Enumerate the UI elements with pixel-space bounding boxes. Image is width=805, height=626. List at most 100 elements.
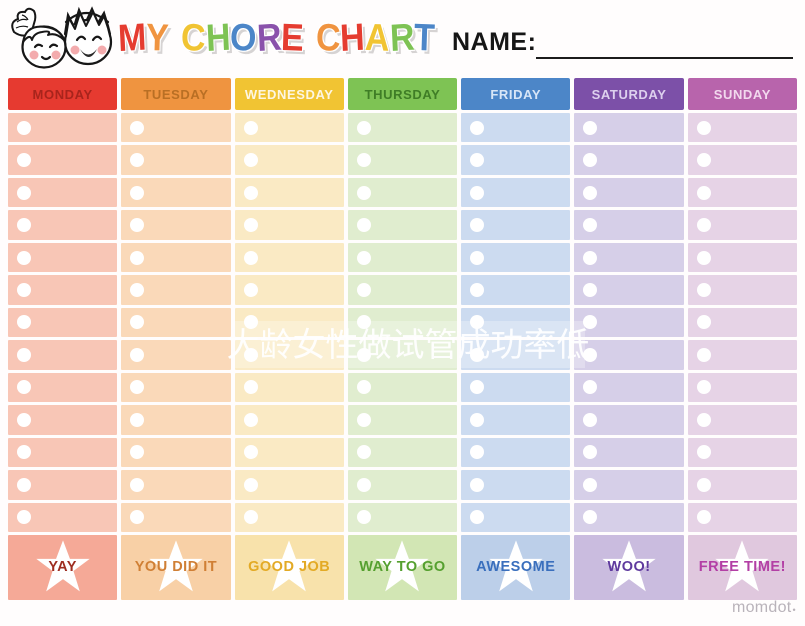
chore-checkbox-circle[interactable]	[243, 445, 258, 460]
chore-checkbox-circle[interactable]	[243, 283, 258, 298]
chore-checkbox-circle[interactable]	[470, 412, 485, 427]
chore-checkbox-circle[interactable]	[583, 218, 598, 233]
chore-checkbox-circle[interactable]	[470, 510, 485, 525]
chore-checkbox-circle[interactable]	[130, 347, 145, 362]
chore-checkbox-circle[interactable]	[356, 283, 371, 298]
chore-checkbox-circle[interactable]	[356, 445, 371, 460]
chore-checkbox-circle[interactable]	[583, 510, 598, 525]
chore-checkbox-circle[interactable]	[470, 185, 485, 200]
chore-checkbox-circle[interactable]	[130, 283, 145, 298]
chore-checkbox-circle[interactable]	[17, 380, 31, 395]
chore-checkbox-circle[interactable]	[696, 283, 711, 298]
chore-checkbox-circle[interactable]	[243, 120, 258, 135]
chore-checkbox-circle[interactable]	[130, 315, 145, 330]
chore-checkbox-circle[interactable]	[130, 510, 145, 525]
chore-checkbox-circle[interactable]	[130, 477, 145, 492]
chore-checkbox-circle[interactable]	[470, 347, 485, 362]
chore-checkbox-circle[interactable]	[583, 445, 598, 460]
chore-checkbox-circle[interactable]	[696, 510, 711, 525]
chore-checkbox-circle[interactable]	[243, 477, 258, 492]
chore-checkbox-circle[interactable]	[583, 120, 598, 135]
chore-checkbox-circle[interactable]	[243, 185, 258, 200]
chore-cell-wednesday-row1	[234, 113, 344, 143]
chore-checkbox-circle[interactable]	[696, 445, 711, 460]
name-label: NAME:	[452, 28, 537, 56]
chore-checkbox-circle[interactable]	[583, 380, 598, 395]
chore-checkbox-circle[interactable]	[243, 347, 258, 362]
chore-checkbox-circle[interactable]	[243, 218, 258, 233]
chore-checkbox-circle[interactable]	[356, 510, 371, 525]
chore-checkbox-circle[interactable]	[130, 153, 145, 168]
chore-checkbox-circle[interactable]	[130, 218, 145, 233]
chore-checkbox-circle[interactable]	[130, 412, 145, 427]
chore-checkbox-circle[interactable]	[130, 380, 145, 395]
chore-checkbox-circle[interactable]	[470, 283, 485, 298]
chore-checkbox-circle[interactable]	[17, 477, 31, 492]
chore-checkbox-circle[interactable]	[696, 315, 711, 330]
chore-checkbox-circle[interactable]	[17, 153, 31, 168]
chore-checkbox-circle[interactable]	[470, 250, 485, 265]
chore-checkbox-circle[interactable]	[356, 347, 371, 362]
chore-checkbox-circle[interactable]	[583, 185, 598, 200]
chore-checkbox-circle[interactable]	[470, 445, 485, 460]
chore-checkbox-circle[interactable]	[130, 250, 145, 265]
chore-checkbox-circle[interactable]	[356, 185, 371, 200]
chore-checkbox-circle[interactable]	[583, 283, 598, 298]
chore-checkbox-circle[interactable]	[356, 120, 371, 135]
chore-checkbox-circle[interactable]	[356, 315, 371, 330]
chore-checkbox-circle[interactable]	[583, 153, 598, 168]
chore-checkbox-circle[interactable]	[356, 412, 371, 427]
chore-checkbox-circle[interactable]	[356, 153, 371, 168]
chore-checkbox-circle[interactable]	[130, 445, 145, 460]
chore-checkbox-circle[interactable]	[243, 510, 258, 525]
chore-checkbox-circle[interactable]	[17, 315, 31, 330]
chore-checkbox-circle[interactable]	[17, 283, 31, 298]
chore-checkbox-circle[interactable]	[130, 185, 145, 200]
name-input-line[interactable]	[536, 57, 793, 59]
chore-checkbox-circle[interactable]	[356, 380, 371, 395]
chore-checkbox-circle[interactable]	[696, 120, 711, 135]
chore-checkbox-circle[interactable]	[243, 380, 258, 395]
chore-checkbox-circle[interactable]	[470, 477, 485, 492]
chore-cell-friday-row1	[461, 113, 571, 143]
chore-checkbox-circle[interactable]	[130, 120, 145, 135]
chore-checkbox-circle[interactable]	[356, 218, 371, 233]
chore-checkbox-circle[interactable]	[583, 315, 598, 330]
chore-checkbox-circle[interactable]	[470, 153, 485, 168]
chore-checkbox-circle[interactable]	[470, 218, 485, 233]
chore-checkbox-circle[interactable]	[243, 412, 258, 427]
chore-cell-sunday-row3	[687, 177, 797, 208]
chore-checkbox-circle[interactable]	[17, 347, 31, 362]
chore-cell-saturday-row5	[574, 242, 684, 273]
chore-checkbox-circle[interactable]	[356, 477, 371, 492]
chore-checkbox-circle[interactable]	[470, 120, 485, 135]
chore-checkbox-circle[interactable]	[696, 218, 711, 233]
chore-checkbox-circle[interactable]	[583, 347, 598, 362]
chore-checkbox-circle[interactable]	[696, 412, 711, 427]
chore-checkbox-circle[interactable]	[583, 250, 598, 265]
chore-checkbox-circle[interactable]	[470, 315, 485, 330]
chore-checkbox-circle[interactable]	[696, 347, 711, 362]
chore-checkbox-circle[interactable]	[696, 477, 711, 492]
chore-checkbox-circle[interactable]	[696, 380, 711, 395]
chore-checkbox-circle[interactable]	[470, 380, 485, 395]
chore-checkbox-circle[interactable]	[243, 250, 258, 265]
chore-checkbox-circle[interactable]	[696, 250, 711, 265]
day-header-tuesday: TUESDAY	[121, 78, 231, 110]
chore-checkbox-circle[interactable]	[356, 250, 371, 265]
chore-checkbox-circle[interactable]	[583, 412, 598, 427]
chore-checkbox-circle[interactable]	[243, 153, 258, 168]
chore-checkbox-circle[interactable]	[17, 185, 31, 200]
chore-checkbox-circle[interactable]	[17, 445, 31, 460]
chore-checkbox-circle[interactable]	[696, 153, 711, 168]
chore-checkbox-circle[interactable]	[17, 120, 31, 135]
chore-cell-saturday-row13	[574, 502, 684, 532]
chore-checkbox-circle[interactable]	[17, 510, 31, 525]
chore-checkbox-circle[interactable]	[17, 218, 31, 233]
chore-checkbox-circle[interactable]	[583, 477, 598, 492]
chore-checkbox-circle[interactable]	[17, 412, 31, 427]
chore-checkbox-circle[interactable]	[696, 185, 711, 200]
chore-checkbox-circle[interactable]	[243, 315, 258, 330]
chore-checkbox-circle[interactable]	[17, 250, 31, 265]
